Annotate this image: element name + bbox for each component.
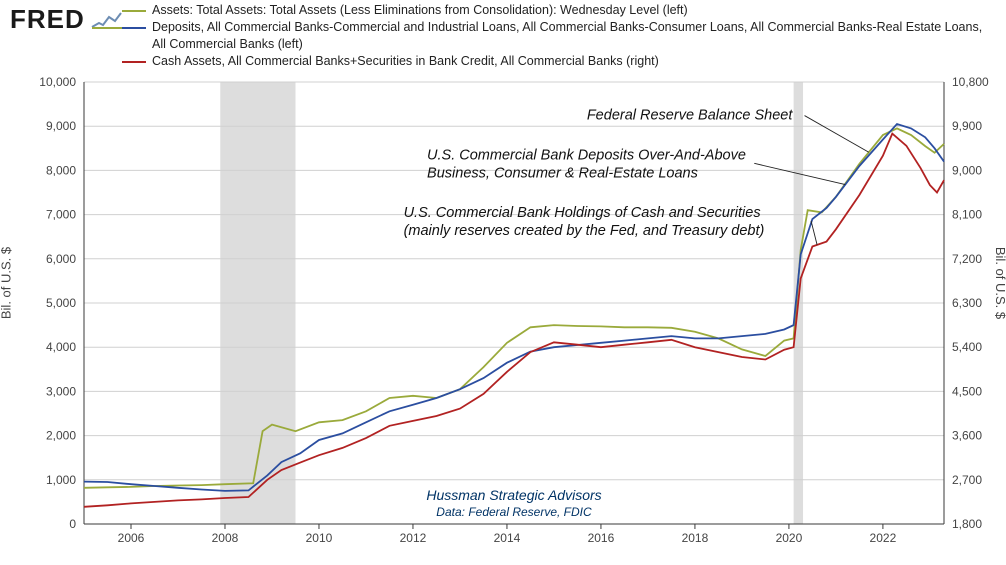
svg-text:9,900: 9,900 xyxy=(952,119,982,133)
svg-text:3,600: 3,600 xyxy=(952,429,982,443)
svg-text:2012: 2012 xyxy=(400,531,427,545)
svg-text:10,800: 10,800 xyxy=(952,75,989,89)
svg-text:2006: 2006 xyxy=(118,531,145,545)
plot-area: Federal Reserve Balance Sheet U.S. Commer… xyxy=(0,0,1006,565)
svg-text:5,000: 5,000 xyxy=(46,296,76,310)
svg-text:(mainly reserves created by th: (mainly reserves created by the Fed, and… xyxy=(404,223,765,239)
svg-text:9,000: 9,000 xyxy=(46,119,76,133)
svg-text:8,000: 8,000 xyxy=(46,163,76,177)
svg-text:8,100: 8,100 xyxy=(952,208,982,222)
svg-text:9,000: 9,000 xyxy=(952,163,982,177)
svg-text:4,000: 4,000 xyxy=(46,340,76,354)
svg-text:2,700: 2,700 xyxy=(952,473,982,487)
svg-text:6,000: 6,000 xyxy=(46,252,76,266)
svg-text:7,000: 7,000 xyxy=(46,208,76,222)
svg-text:2022: 2022 xyxy=(870,531,897,545)
svg-text:2016: 2016 xyxy=(588,531,615,545)
svg-text:10,000: 10,000 xyxy=(39,75,76,89)
svg-text:2,000: 2,000 xyxy=(46,429,76,443)
svg-text:Federal Reserve Balance Sheet: Federal Reserve Balance Sheet xyxy=(587,108,794,124)
svg-text:U.S. Commercial Bank Deposits: U.S. Commercial Bank Deposits Over-And-A… xyxy=(427,147,746,163)
svg-text:1,000: 1,000 xyxy=(46,473,76,487)
svg-text:0: 0 xyxy=(69,517,76,531)
svg-text:5,400: 5,400 xyxy=(952,340,982,354)
svg-text:1,800: 1,800 xyxy=(952,517,982,531)
svg-text:2008: 2008 xyxy=(212,531,239,545)
svg-text:6,300: 6,300 xyxy=(952,296,982,310)
svg-text:U.S. Commercial Bank Holdings: U.S. Commercial Bank Holdings of Cash an… xyxy=(404,205,761,221)
svg-text:2014: 2014 xyxy=(494,531,521,545)
svg-text:3,000: 3,000 xyxy=(46,384,76,398)
svg-text:4,500: 4,500 xyxy=(952,384,982,398)
svg-text:Hussman Strategic Advisors: Hussman Strategic Advisors xyxy=(426,487,601,503)
svg-text:2020: 2020 xyxy=(776,531,803,545)
svg-text:Data: Federal Reserve, FDIC: Data: Federal Reserve, FDIC xyxy=(436,505,592,519)
svg-text:Business, Consumer & Real-Esta: Business, Consumer & Real-Estate Loans xyxy=(427,165,698,181)
svg-text:2018: 2018 xyxy=(682,531,709,545)
svg-text:2010: 2010 xyxy=(306,531,333,545)
fred-chart: FRED Assets: Total Assets: Total Assets … xyxy=(0,0,1006,565)
svg-text:7,200: 7,200 xyxy=(952,252,982,266)
